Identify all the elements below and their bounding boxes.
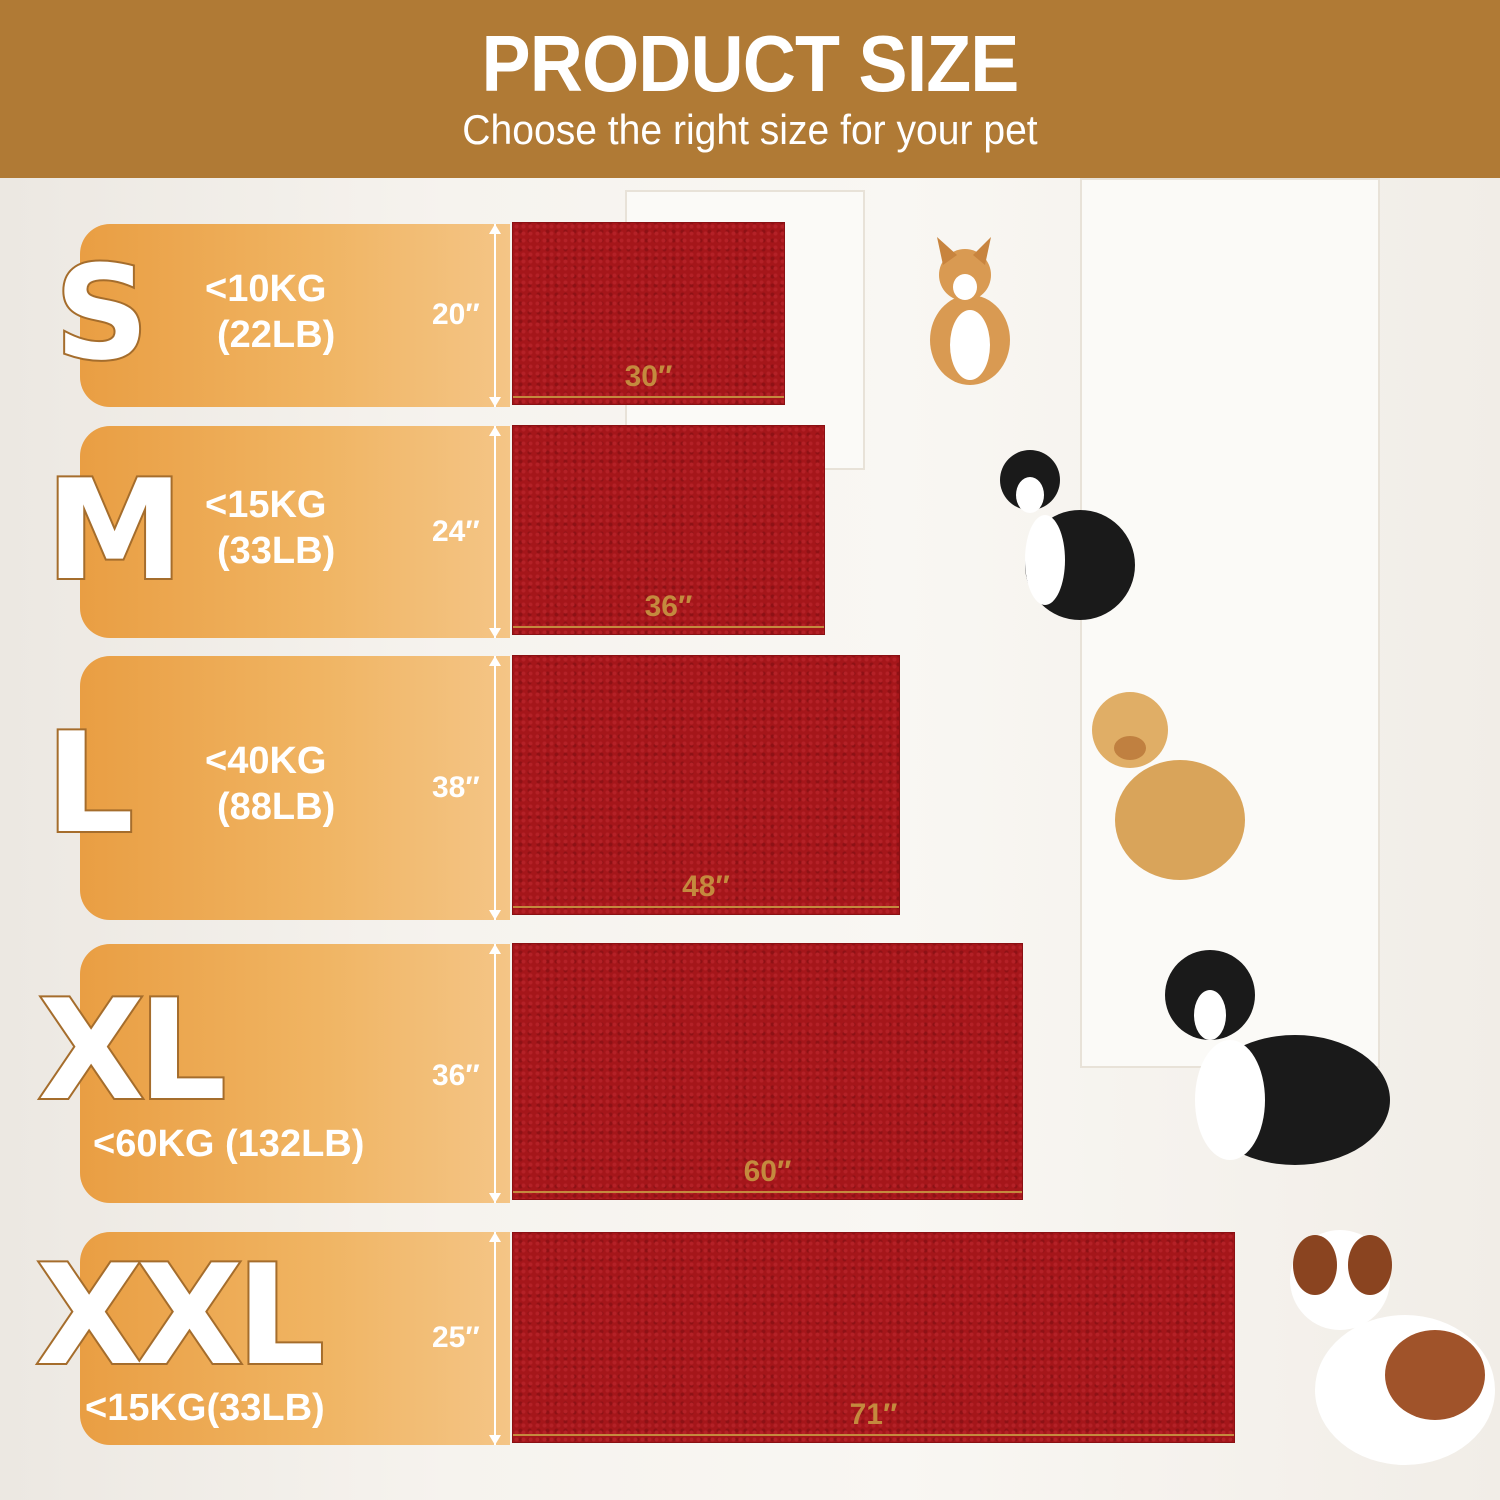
height-arrow — [489, 426, 501, 638]
weight-limit: <40KG (88LB) — [205, 738, 335, 830]
width-arrow — [513, 626, 824, 628]
height-arrow — [489, 224, 501, 407]
mat-extra-extra-large: 71″ — [512, 1232, 1235, 1443]
width-label: 36″ — [644, 590, 693, 623]
border-collie-dog-image — [1000, 450, 1135, 620]
weight-lb: (33LB) — [217, 530, 336, 572]
width-label: 71″ — [849, 1398, 898, 1431]
mat-small: 30″ — [512, 222, 785, 405]
size-letter: XL — [36, 970, 228, 1131]
header-banner: PRODUCT SIZE Choose the right size for y… — [0, 0, 1500, 178]
mat-extra-large: 60″ — [512, 943, 1023, 1200]
height-arrow — [489, 1232, 501, 1445]
weight-limit: <10KG (22LB) — [205, 266, 335, 358]
golden-retriever-dog-image — [1092, 692, 1245, 880]
height-label: 24″ — [432, 515, 480, 548]
size-panel — [80, 944, 510, 1203]
size-panel — [80, 1232, 510, 1445]
page-title: PRODUCT SIZE — [481, 19, 1020, 108]
weight-kg: <15KG — [205, 484, 327, 526]
bernese-mountain-dog-image — [1165, 950, 1390, 1165]
mat-large: 48″ — [512, 655, 900, 915]
weight-lb: (88LB) — [217, 786, 336, 828]
weight-limit: <60KG (132LB) — [93, 1123, 365, 1165]
height-label: 36″ — [432, 1059, 480, 1092]
corgi-dog-image — [930, 237, 1010, 385]
page-subtitle: Choose the right size for your pet — [462, 106, 1038, 153]
weight-limit: <15KG(33LB) — [205, 482, 335, 574]
height-label: 38″ — [432, 771, 480, 804]
weight-kg: <10KG — [205, 268, 327, 310]
weight-limit: <15KG(33LB) — [85, 1387, 325, 1429]
background-door — [1080, 178, 1380, 1068]
size-letter: L — [44, 703, 136, 864]
height-label: 20″ — [432, 298, 480, 331]
width-arrow — [513, 1191, 1022, 1193]
width-arrow — [513, 396, 784, 398]
size-panel — [80, 656, 510, 920]
mat-medium: 36″ — [512, 425, 825, 635]
size-letter: XXL — [34, 1235, 327, 1396]
width-label: 48″ — [682, 870, 730, 903]
size-letter: M — [44, 450, 185, 611]
width-label: 60″ — [743, 1155, 792, 1188]
width-arrow — [513, 906, 899, 908]
size-panel — [80, 224, 510, 407]
height-arrow — [489, 656, 501, 920]
width-label: 30″ — [624, 360, 673, 393]
weight-lb: (22LB) — [217, 314, 336, 356]
saint-bernard-dog-image — [1290, 1230, 1495, 1465]
size-panel — [80, 426, 510, 638]
height-label: 25″ — [432, 1321, 480, 1354]
size-letter: S — [53, 237, 151, 389]
weight-kg: <40KG — [205, 740, 327, 782]
width-arrow — [513, 1434, 1234, 1436]
height-arrow — [489, 944, 501, 1203]
